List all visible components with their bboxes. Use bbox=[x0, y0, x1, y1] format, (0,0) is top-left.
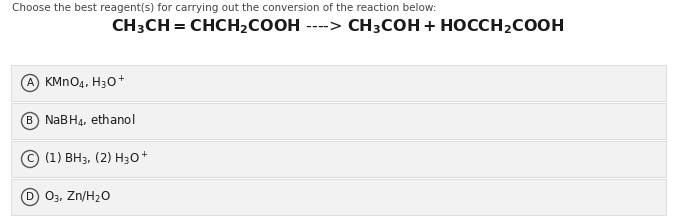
FancyBboxPatch shape bbox=[11, 65, 666, 101]
Text: NaBH$_4$, ethanol: NaBH$_4$, ethanol bbox=[44, 113, 135, 129]
FancyBboxPatch shape bbox=[11, 103, 666, 139]
FancyBboxPatch shape bbox=[11, 141, 666, 177]
Text: O$_3$, Zn/H$_2$O: O$_3$, Zn/H$_2$O bbox=[44, 189, 111, 205]
FancyBboxPatch shape bbox=[11, 179, 666, 215]
Text: C: C bbox=[26, 154, 34, 164]
Text: $\mathbf{CH_3CH{=}CHCH_2COOH}$$\mathbf{\ \text{---->}\ }$$\mathbf{CH_3COH + HOCC: $\mathbf{CH_3CH{=}CHCH_2COOH}$$\mathbf{\… bbox=[111, 17, 565, 36]
Text: Choose the best reagent(s) for carrying out the conversion of the reaction below: Choose the best reagent(s) for carrying … bbox=[12, 3, 437, 13]
Text: D: D bbox=[26, 192, 34, 202]
Text: KMnO$_4$, H$_3$O$^+$: KMnO$_4$, H$_3$O$^+$ bbox=[44, 74, 125, 92]
Text: A: A bbox=[26, 78, 34, 88]
Text: (1) BH$_3$, (2) H$_3$O$^+$: (1) BH$_3$, (2) H$_3$O$^+$ bbox=[44, 150, 148, 168]
Text: B: B bbox=[26, 116, 34, 126]
